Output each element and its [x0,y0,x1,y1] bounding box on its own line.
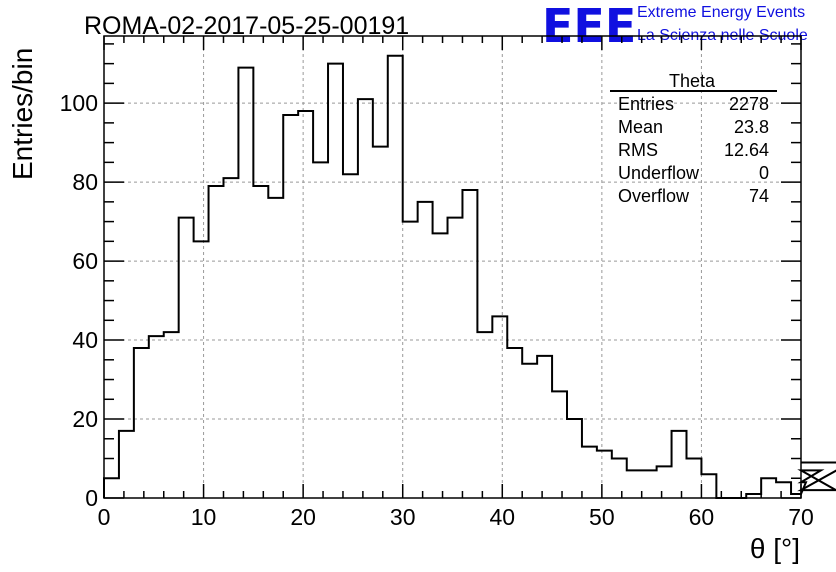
histogram-bin [582,447,597,498]
stats-box: Theta Entries 2278 Mean 23.8 RMS 12.64 Underfl… [610,71,777,206]
stats-row-value: 74 [749,186,769,206]
x-axis-label: θ [°] [750,533,800,564]
histogram-bin [313,162,328,498]
histogram-bin [298,111,313,498]
histogram-bin [492,316,507,498]
histogram-bin [373,147,388,498]
histogram-bin [642,470,657,498]
stats-box-title: Theta [669,71,716,91]
histogram-bin [507,348,522,498]
y-tick-label: 60 [72,248,98,274]
histogram-series [103,54,836,499]
logo-letters: EEE [542,0,636,53]
histogram-bin [657,466,672,498]
histogram-bin [672,431,687,498]
histogram-bin [149,336,164,498]
x-tick-label: 10 [191,504,217,530]
stats-row-value: 23.8 [734,117,769,137]
histogram-bin [194,241,209,498]
histogram-bin [522,364,537,498]
histogram-bin [268,198,283,498]
histogram-bin [627,470,642,498]
histogram-bin [403,222,418,498]
histogram-bin [597,451,612,498]
histogram-bin [433,233,448,498]
x-tick-label: 70 [788,504,814,530]
histogram-bin [253,186,268,498]
y-tick-label: 100 [60,90,98,116]
histogram-bin [343,174,358,498]
y-axis-label: Entries/bin [7,48,38,180]
histogram-bin [283,115,298,498]
x-tick-label: 40 [489,504,515,530]
stats-row-value: 0 [759,163,769,183]
histogram-bin [761,478,776,498]
y-tick-labels: 0 20 40 60 80 100 [60,90,98,511]
stats-row-value: 2278 [729,94,769,114]
histogram-bin [418,202,433,498]
histogram-bin [328,64,343,498]
y-tick-label: 0 [85,485,98,511]
stats-row-label: Entries [618,94,674,114]
histogram-bin [477,332,492,498]
y-tick-label: 80 [72,169,98,195]
histogram-bin [701,474,716,498]
histogram-bin [134,348,149,498]
histogram-bin [686,459,701,498]
stats-rows: Entries 2278 Mean 23.8 RMS 12.64 Underflow 0 Ove… [618,94,769,206]
x-tick-labels: 0 10 20 30 40 50 60 70 [98,504,814,530]
eee-logo: EEE Extreme Energy Events La Scienza nel… [542,0,808,53]
histogram-bin [448,218,463,498]
stats-row-label: Underflow [618,163,700,183]
stats-row-value: 12.64 [724,140,769,160]
logo-line-1: Extreme Energy Events [637,4,805,21]
x-tick-label: 50 [589,504,615,530]
y-tick-label: 40 [72,327,98,353]
x-tick-label: 60 [689,504,715,530]
stats-row-label: Mean [618,117,663,137]
histogram-bin [119,431,134,498]
histogram-bin [238,68,253,498]
histogram-bin [388,56,403,498]
stats-row-label: RMS [618,140,658,160]
histogram-bin [776,482,791,498]
histogram-bin [164,332,179,498]
grid [104,36,801,498]
histogram-bin [552,391,567,498]
histogram-bin [537,356,552,498]
histogram-bin [567,419,582,498]
histogram-bin [209,186,224,498]
histogram-bin [104,478,119,498]
y-tick-label: 20 [72,406,98,432]
histogram-bin [358,99,373,498]
axis-ticks [103,36,802,499]
stats-row-label: Overflow [618,186,690,206]
x-tick-label: 0 [98,504,111,530]
x-tick-label: 30 [390,504,416,530]
plot-frame [103,35,802,499]
histogram-bin [612,459,627,498]
histogram-bin [223,178,238,498]
histogram-bin [462,190,477,498]
x-tick-label: 20 [290,504,316,530]
histogram-bin [179,218,194,498]
